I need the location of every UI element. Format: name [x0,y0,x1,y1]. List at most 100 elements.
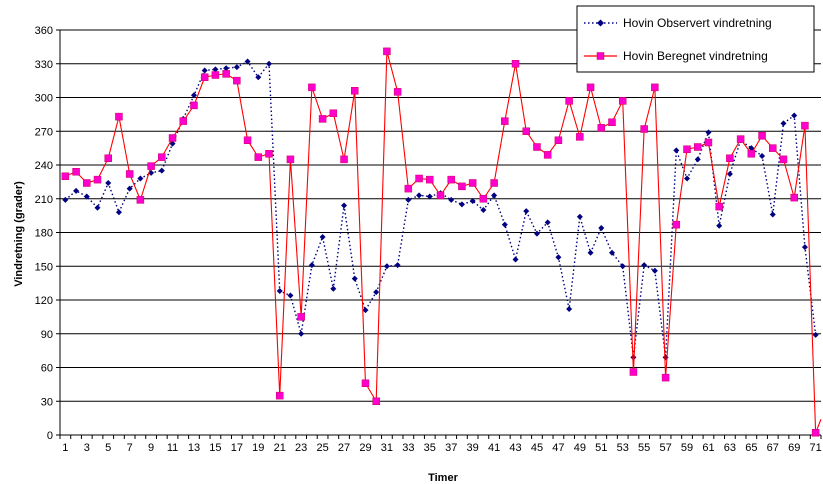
data-point [598,225,605,231]
data-point [651,83,659,92]
data-point [233,76,241,85]
data-point [83,179,91,187]
legend: Hovin Observert vindretning Hovin Beregn… [576,5,815,73]
data-point [672,220,681,229]
y-axis-label: Vindretning (grader) [13,181,25,287]
data-point [619,263,626,270]
data-point [255,74,262,81]
data-point [158,167,165,174]
data-point [286,155,295,164]
data-point [683,145,691,153]
x-tick-label: 57 [659,442,671,454]
data-point [436,191,445,200]
data-point [393,88,402,96]
y-tick-label: 30 [41,396,53,408]
x-tick-label: 53 [617,442,629,454]
data-point [522,127,530,135]
x-tick-label: 35 [424,442,436,454]
x-tick-label: 25 [316,442,328,454]
data-point [458,201,465,208]
data-point [351,87,359,95]
data-point [275,391,284,400]
data-point [641,262,648,269]
y-tick-label: 0 [47,430,53,442]
series-computed [61,47,822,437]
data-point [308,83,316,92]
data-point [416,192,423,199]
data-point [544,219,551,226]
x-tick-label: 39 [467,442,479,454]
legend-marker-computed [596,52,605,60]
data-point [243,136,252,144]
x-tick-label: 17 [231,442,243,454]
data-point [179,117,188,125]
data-point [362,307,369,314]
x-tick-label: 67 [767,442,779,454]
x-tick-label: 69 [788,442,800,454]
y-tick-label: 270 [35,126,53,138]
data-point [211,71,220,79]
data-point [555,254,562,261]
x-tick-label: 9 [148,442,154,454]
data-series [61,47,822,437]
data-point [479,195,488,203]
data-point [136,196,145,204]
data-point [511,60,520,68]
data-point [169,140,176,147]
data-point [693,143,702,151]
y-tick-label: 300 [35,93,53,105]
data-point [630,354,637,361]
x-tick-label: 59 [681,442,693,454]
data-point [340,155,348,164]
data-point [266,60,273,67]
data-point [200,73,209,81]
y-tick-label: 120 [35,295,53,307]
data-point [640,125,648,133]
data-point [105,180,112,186]
data-point [190,92,197,99]
data-point [287,292,294,299]
data-point [468,179,477,187]
x-tick-label: 15 [209,442,221,454]
data-point [329,109,338,117]
legend-label-computed: Hovin Beregnet vindretning [623,49,768,63]
x-tick-label: 3 [84,442,90,454]
data-point [543,151,552,159]
data-point [447,175,455,184]
data-point [747,150,756,158]
data-point [811,429,820,437]
data-point [759,153,766,159]
y-tick-label: 90 [41,329,53,341]
data-point [394,262,401,269]
data-point [748,145,755,152]
data-point [801,121,809,130]
data-point [704,138,713,147]
y-tick-label: 150 [35,261,53,273]
data-point [458,182,466,191]
legend-box [576,5,815,73]
data-point [769,144,777,152]
x-tick-label: 49 [574,442,586,454]
data-point [104,154,112,162]
x-tick-label: 51 [595,442,607,454]
data-point [726,171,733,177]
data-point [330,285,337,292]
data-point [265,150,273,158]
x-tick-label: 63 [724,442,736,454]
data-point [791,112,798,119]
data-point [244,58,251,65]
data-point [404,184,413,193]
data-point [586,83,595,92]
x-tick-label: 37 [445,442,457,454]
data-point [608,118,616,126]
data-point [93,175,102,184]
data-point [222,70,230,78]
data-point [212,66,219,73]
y-axis-ticks: 0 30 60 90 120 150 180 210 240 270 300 330 360 [35,25,60,442]
data-point [448,196,455,203]
data-point [426,193,433,200]
x-tick-label: 41 [488,442,500,454]
data-point [426,175,434,184]
data-point [523,208,530,215]
y-tick-label: 330 [35,59,53,71]
